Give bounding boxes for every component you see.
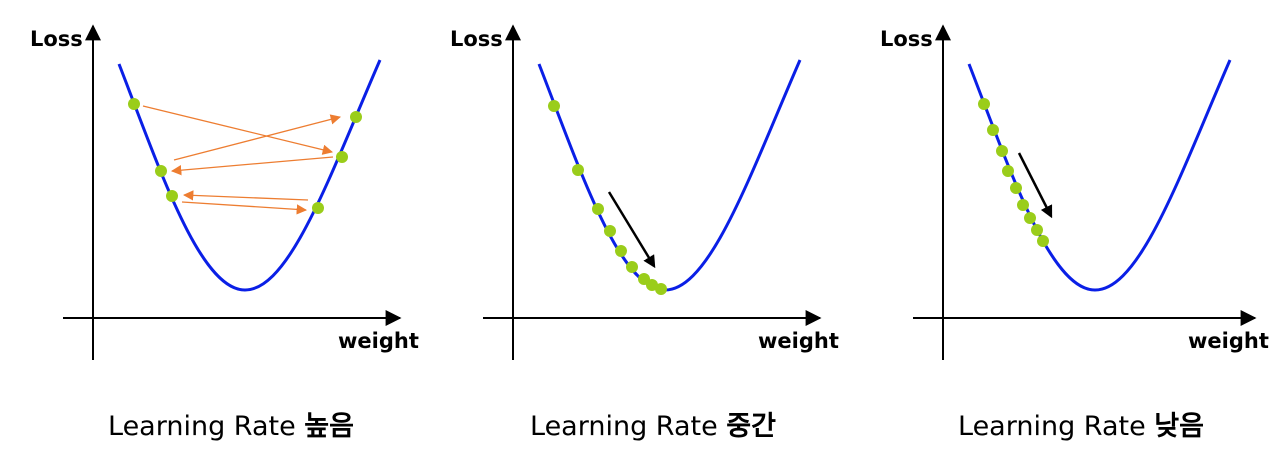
- panel-caption: Learning Rate 중간: [530, 411, 776, 442]
- weight-point: [655, 283, 667, 295]
- panel-caption: Learning Rate 높음: [108, 411, 354, 442]
- weight-points: [548, 100, 667, 295]
- step-arrow: [182, 190, 309, 201]
- weight-point: [626, 261, 638, 273]
- weight-point: [166, 190, 178, 202]
- weight-point: [128, 98, 140, 110]
- weight-point: [572, 164, 584, 176]
- panel-low: Loss weight Learning Rate 낮음: [880, 24, 1269, 442]
- update-steps: [142, 105, 342, 215]
- step-arrow: [142, 105, 334, 155]
- weight-point: [592, 203, 604, 215]
- weight-point: [1037, 235, 1049, 247]
- panel-high: Loss weight Learning Rate 높음: [30, 24, 419, 442]
- weight-point: [1024, 212, 1036, 224]
- step-arrow: [173, 114, 342, 161]
- weight-point: [1031, 224, 1043, 236]
- step-arrow: [181, 201, 308, 215]
- weight-point: [604, 225, 616, 237]
- x-axis-label: weight: [758, 329, 839, 353]
- y-axis-label: Loss: [30, 27, 83, 51]
- x-axis-label: weight: [1188, 329, 1269, 353]
- weight-point: [336, 151, 348, 163]
- direction-arrow: [1017, 152, 1053, 219]
- weight-points: [978, 98, 1049, 247]
- weight-point: [987, 124, 999, 136]
- weight-point: [996, 145, 1008, 157]
- weight-point: [1010, 182, 1022, 194]
- x-axis-label: weight: [338, 329, 419, 353]
- weight-point: [615, 245, 627, 257]
- weight-point: [312, 202, 324, 214]
- step-arrow: [170, 156, 334, 176]
- weight-point: [646, 279, 658, 291]
- weight-point: [350, 111, 362, 123]
- weight-point: [155, 165, 167, 177]
- weight-point: [978, 98, 990, 110]
- direction-arrow: [607, 191, 656, 269]
- weight-point: [548, 100, 560, 112]
- weight-points: [128, 98, 362, 214]
- y-axis-label: Loss: [450, 27, 503, 51]
- weight-point: [1017, 199, 1029, 211]
- panel-caption: Learning Rate 낮음: [958, 411, 1204, 442]
- weight-point: [1002, 165, 1014, 177]
- y-axis-label: Loss: [880, 27, 933, 51]
- panel-medium: Loss weight Learning Rate 중간: [450, 24, 839, 442]
